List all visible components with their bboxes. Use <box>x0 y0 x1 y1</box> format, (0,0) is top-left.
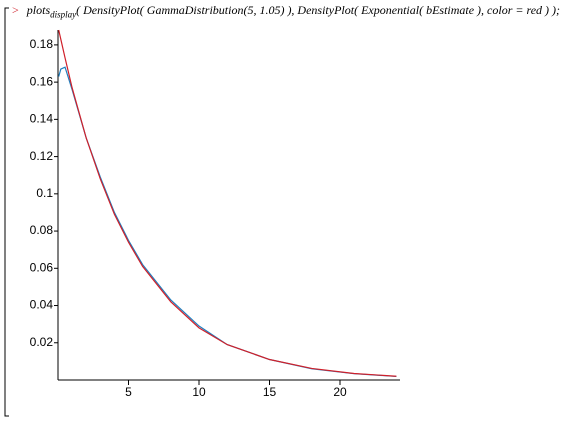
function-subscript: display <box>50 9 77 20</box>
y-tick-label: 0.16 <box>30 74 54 88</box>
y-tick-label: 0.12 <box>30 149 54 163</box>
x-tick-label: 10 <box>192 385 206 399</box>
density-curve <box>58 29 397 377</box>
y-tick-label: 0.14 <box>30 112 54 126</box>
function-name: plots <box>26 3 51 17</box>
group-bracket <box>4 7 9 417</box>
y-tick-label: 0.08 <box>30 223 54 237</box>
y-tick-label: 0.1 <box>36 186 53 200</box>
y-tick-label: 0.02 <box>30 335 54 349</box>
prompt: > <box>12 3 19 17</box>
x-tick-label: 5 <box>125 385 132 399</box>
y-tick-label: 0.18 <box>30 37 54 51</box>
density-curve <box>58 66 397 378</box>
arguments: ( DensityPlot( GammaDistribution(5, 1.05… <box>76 3 561 17</box>
command-line: > plotsdisplay( DensityPlot( GammaDistrib… <box>12 3 560 19</box>
y-tick-label: 0.04 <box>30 298 54 312</box>
x-tick-label: 20 <box>333 385 347 399</box>
y-tick-label: 0.06 <box>30 260 54 274</box>
x-tick-label: 15 <box>263 385 277 399</box>
